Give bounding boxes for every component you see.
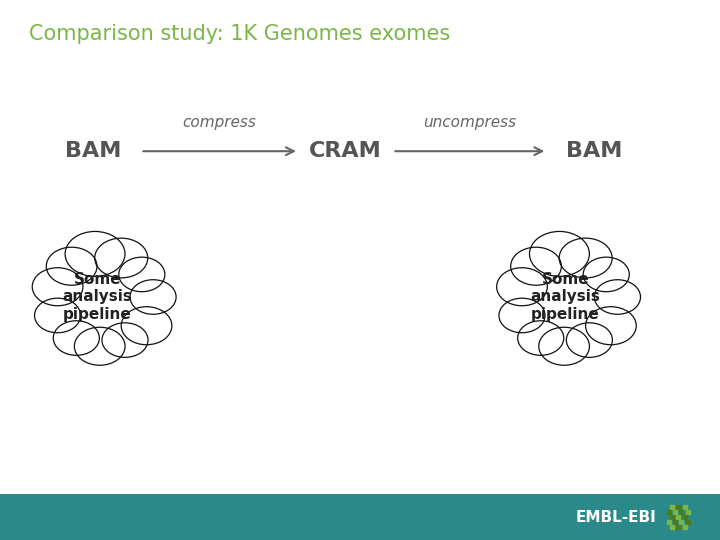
Circle shape xyxy=(74,327,125,365)
Circle shape xyxy=(121,307,172,345)
Text: EMBL-EBI: EMBL-EBI xyxy=(575,510,656,524)
FancyBboxPatch shape xyxy=(0,494,720,540)
Text: Comparison study: 1K Genomes exomes: Comparison study: 1K Genomes exomes xyxy=(29,24,450,44)
Circle shape xyxy=(529,232,590,276)
Circle shape xyxy=(95,238,148,278)
Circle shape xyxy=(65,232,125,276)
Circle shape xyxy=(510,247,562,285)
Circle shape xyxy=(102,323,148,357)
Circle shape xyxy=(583,257,629,292)
Circle shape xyxy=(119,257,165,292)
Text: compress: compress xyxy=(183,114,256,130)
Circle shape xyxy=(585,307,636,345)
Circle shape xyxy=(53,321,99,355)
Text: BAM: BAM xyxy=(66,141,122,161)
Text: CRAM: CRAM xyxy=(309,141,382,161)
Circle shape xyxy=(518,321,564,355)
Circle shape xyxy=(539,327,590,365)
Circle shape xyxy=(567,323,613,357)
Circle shape xyxy=(499,298,545,333)
Circle shape xyxy=(559,238,612,278)
Circle shape xyxy=(35,298,81,333)
Circle shape xyxy=(497,268,547,306)
Circle shape xyxy=(32,268,83,306)
Text: Some
analysis
pipeline: Some analysis pipeline xyxy=(530,272,600,322)
Text: BAM: BAM xyxy=(566,141,622,161)
Text: uncompress: uncompress xyxy=(423,114,516,130)
Circle shape xyxy=(130,280,176,314)
Circle shape xyxy=(46,247,97,285)
Circle shape xyxy=(595,280,641,314)
Text: Some
analysis
pipeline: Some analysis pipeline xyxy=(62,272,132,322)
